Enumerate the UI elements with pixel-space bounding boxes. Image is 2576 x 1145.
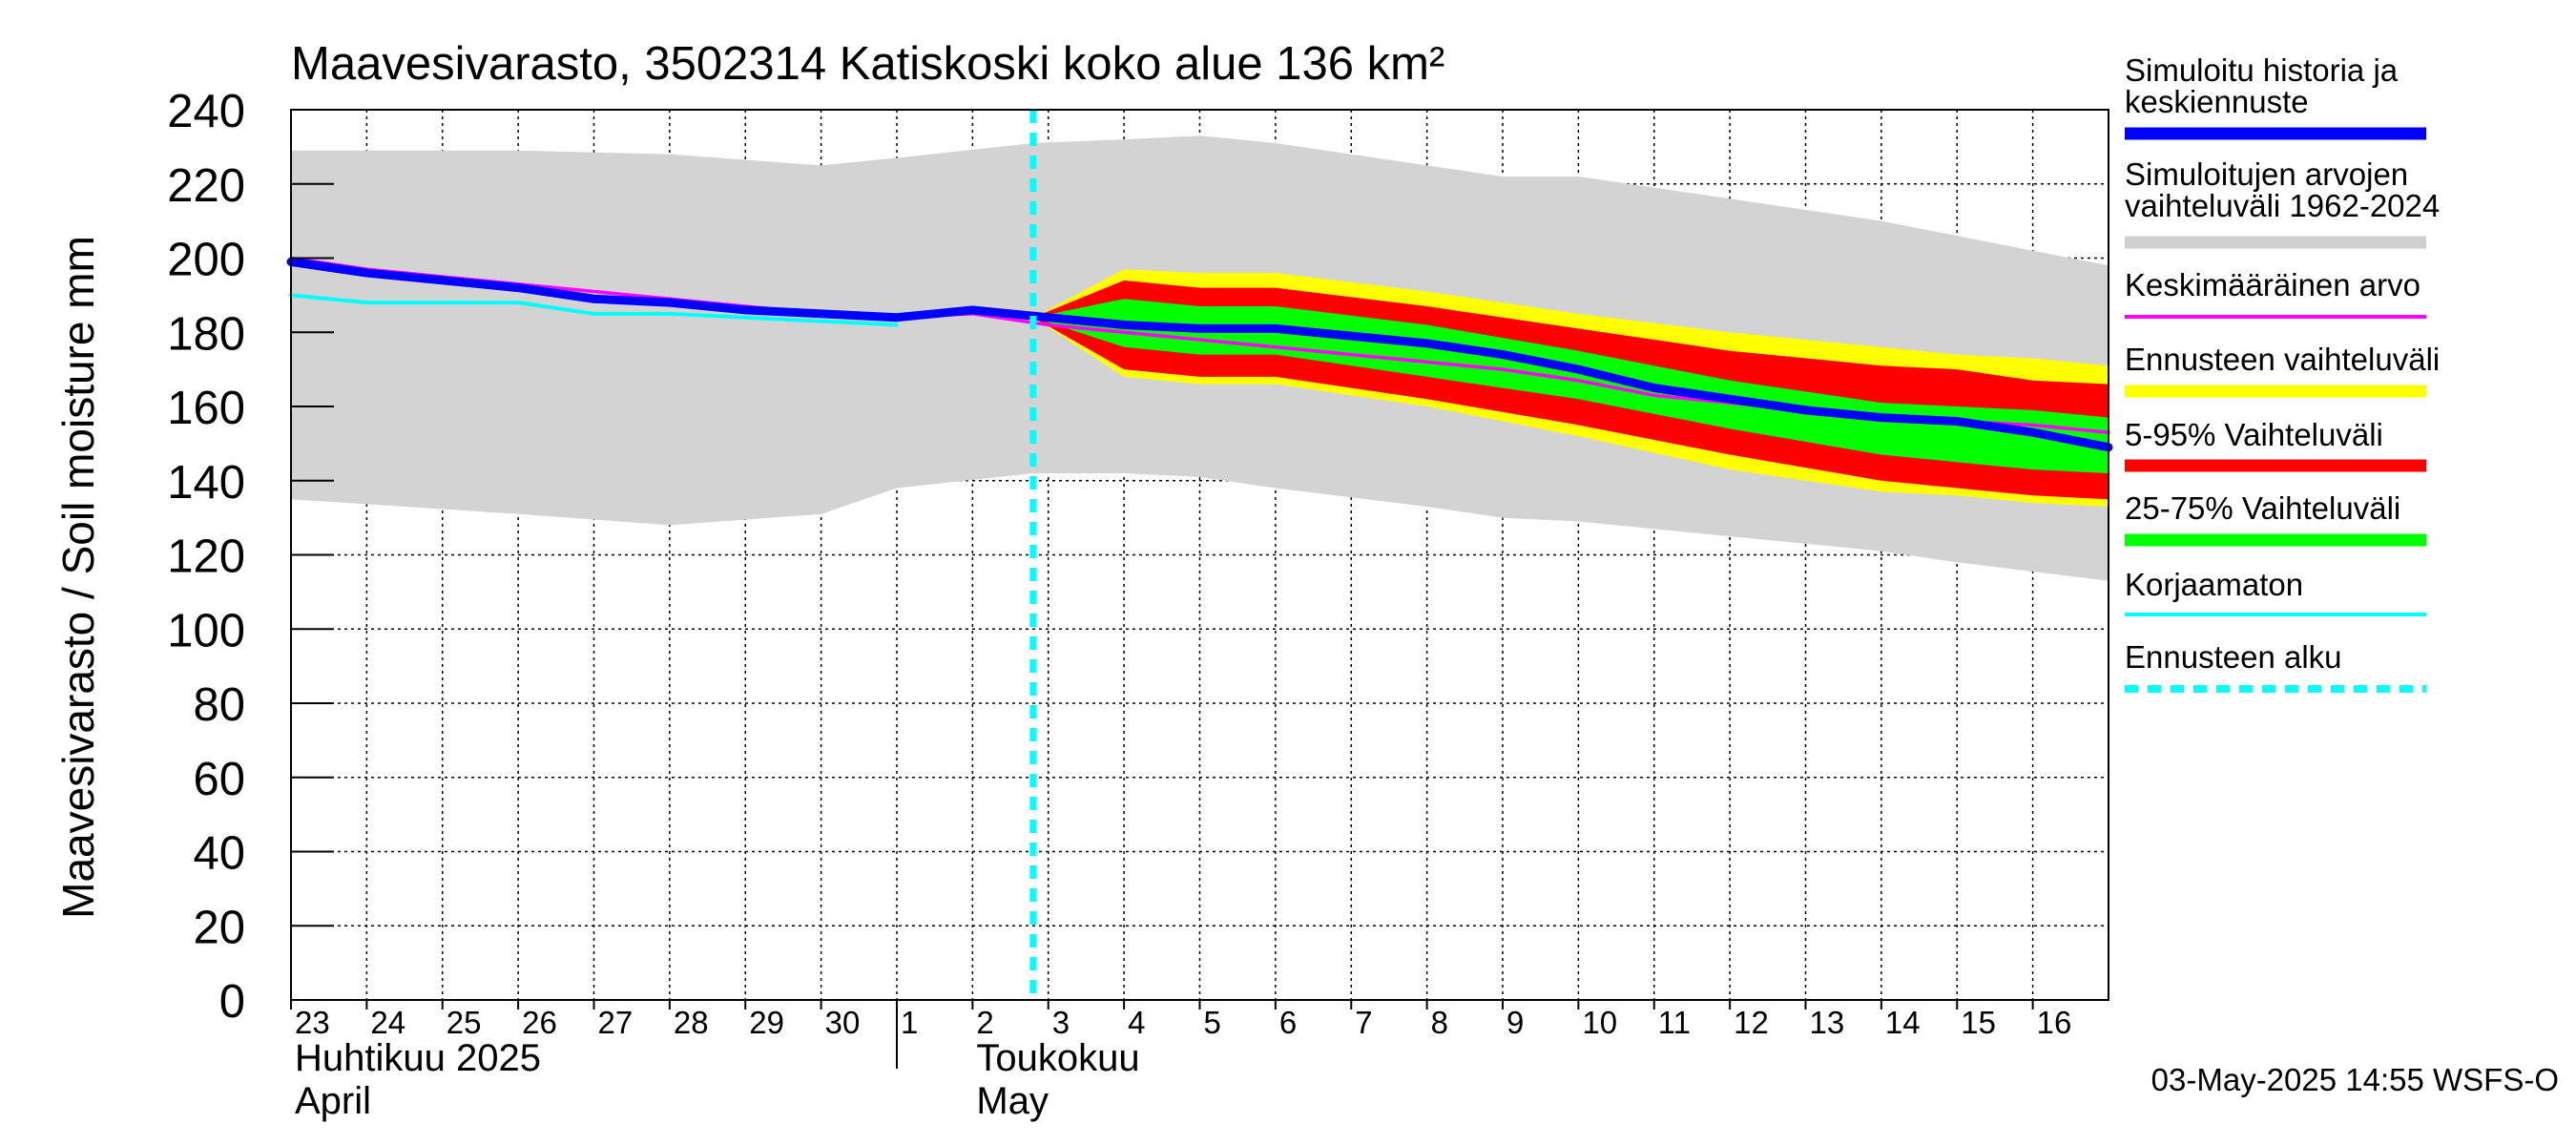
y-tick-label: 120 bbox=[167, 531, 245, 583]
x-tick-label: 15 bbox=[1961, 1005, 1996, 1040]
y-tick-label: 40 bbox=[193, 828, 245, 880]
band-00ff00 bbox=[1032, 299, 2109, 473]
x-tick-label: 11 bbox=[1658, 1005, 1691, 1040]
legend-label: 25-75% Vaihteluväli bbox=[2125, 490, 2400, 526]
x-tick-label: 14 bbox=[1885, 1005, 1921, 1040]
x-tick-label: 30 bbox=[825, 1005, 861, 1040]
x-tick-label: 4 bbox=[1128, 1005, 1145, 1040]
legend-label: Ennusteen vaihteluväli bbox=[2125, 342, 2440, 377]
legend-label: Simuloitujen arvojen bbox=[2125, 156, 2408, 192]
x-tick-label: 2 bbox=[976, 1005, 993, 1040]
x-tick-label: 5 bbox=[1204, 1005, 1221, 1040]
y-tick-label: 220 bbox=[167, 160, 245, 212]
x-tick-label: 1 bbox=[901, 1005, 918, 1040]
month-label-en: May bbox=[976, 1080, 1049, 1122]
y-tick-label: 200 bbox=[167, 235, 245, 286]
x-tick-label: 29 bbox=[749, 1005, 784, 1040]
x-tick-label: 27 bbox=[598, 1005, 634, 1040]
legend-label: Korjaamaton bbox=[2125, 567, 2303, 602]
legend-label: Keskimääräinen arvo bbox=[2125, 267, 2420, 302]
legend-label: keskiennuste bbox=[2125, 84, 2309, 119]
legend-label: Ennusteen alku bbox=[2125, 639, 2342, 675]
x-tick-label: 24 bbox=[370, 1005, 405, 1040]
x-tick-label: 10 bbox=[1582, 1005, 1617, 1040]
x-tick-label: 26 bbox=[522, 1005, 557, 1040]
x-tick-label: 9 bbox=[1506, 1005, 1524, 1040]
y-tick-label: 180 bbox=[167, 308, 245, 360]
month-label-fi: Huhtikuu 2025 bbox=[295, 1037, 541, 1079]
x-tick-label: 25 bbox=[447, 1005, 482, 1040]
x-tick-label: 3 bbox=[1052, 1005, 1070, 1040]
x-tick-label: 28 bbox=[674, 1005, 709, 1040]
series-layer bbox=[286, 110, 2113, 1000]
x-tick-label: 16 bbox=[2037, 1005, 2072, 1040]
y-tick-label: 60 bbox=[193, 754, 245, 805]
y-axis-label: Maavesivarasto / Soil moisture mm bbox=[53, 236, 103, 919]
line-0000ff bbox=[286, 257, 2113, 452]
x-tick-label: 7 bbox=[1355, 1005, 1372, 1040]
x-tick-label: 6 bbox=[1279, 1005, 1297, 1040]
line-00ffff bbox=[289, 293, 899, 327]
y-tick-label: 100 bbox=[167, 605, 245, 656]
month-label-en: April bbox=[295, 1080, 371, 1122]
month-label-fi: Toukokuu bbox=[976, 1037, 1139, 1079]
chart-title: Maavesivarasto, 3502314 Katiskoski koko … bbox=[291, 38, 1444, 90]
x-tick-label: 12 bbox=[1734, 1005, 1769, 1040]
y-tick-label: 140 bbox=[167, 457, 245, 509]
y-tick-label: 0 bbox=[219, 976, 245, 1028]
legend-label: 5-95% Vaihteluväli bbox=[2125, 417, 2383, 452]
x-tick-label: 8 bbox=[1431, 1005, 1448, 1040]
y-tick-label: 240 bbox=[167, 86, 245, 137]
timestamp-footer: 03-May-2025 14:55 WSFS-O bbox=[2151, 1062, 2559, 1097]
legend-label: vaihteluväli 1962-2024 bbox=[2125, 188, 2440, 223]
y-tick-label: 20 bbox=[193, 902, 245, 953]
legend-label: Simuloitu historia ja bbox=[2125, 52, 2399, 88]
x-tick-label: 13 bbox=[1810, 1005, 1845, 1040]
y-tick-label: 80 bbox=[193, 679, 245, 731]
x-tick-label: 23 bbox=[295, 1005, 330, 1040]
y-tick-label: 160 bbox=[167, 383, 245, 434]
